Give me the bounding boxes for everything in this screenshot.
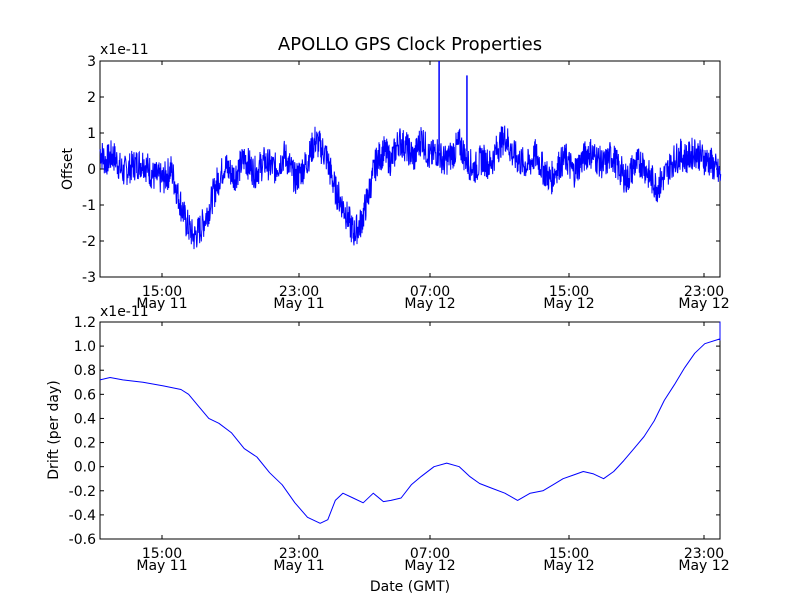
x-tick-date: May 11	[136, 558, 187, 574]
plot-frame-0	[99, 60, 721, 278]
x-tick-time: 15:00	[549, 284, 589, 300]
drift-scale-label: x1e-11	[100, 304, 149, 320]
x-tick-time: 23:00	[279, 546, 319, 562]
x-tick-date: May 12	[543, 558, 594, 574]
y-tick-label: 0.2	[74, 436, 96, 452]
x-tick-time: 23:00	[684, 284, 724, 300]
x-tick-date: May 12	[543, 296, 594, 312]
x-tick-time: 23:00	[279, 284, 319, 300]
offset-scale-label: x1e-11	[100, 42, 149, 58]
offset-series-line	[99, 125, 722, 250]
y-tick-label: 0.4	[74, 411, 96, 427]
chart-title: APOLLO GPS Clock Properties	[278, 34, 542, 55]
x-tick-time: 15:00	[142, 284, 182, 300]
y-tick-label: 0.0	[74, 460, 96, 476]
y-tick-label: 0.6	[74, 387, 96, 403]
y-tick-label: -0.6	[69, 532, 96, 548]
y-tick-label: 2	[87, 90, 96, 106]
x-tick-date: May 12	[678, 296, 729, 312]
y-tick-label: -3	[82, 270, 96, 286]
drift-y-axis-label: Drift (per day)	[46, 380, 62, 479]
y-tick-label: 0.8	[74, 363, 96, 379]
x-tick-date: May 12	[404, 558, 455, 574]
x-tick-date: May 11	[136, 296, 187, 312]
x-tick-date: May 12	[678, 558, 729, 574]
drift-series-line	[99, 321, 721, 524]
y-tick-label: -2	[82, 234, 96, 250]
x-tick-time: 15:00	[549, 546, 589, 562]
x-tick-time: 07:00	[410, 546, 450, 562]
x-tick-date: May 11	[273, 558, 324, 574]
x-tick-date: May 12	[404, 296, 455, 312]
y-tick-label: 1	[87, 126, 96, 142]
plot-frame-1	[99, 321, 721, 540]
drift-x-axis-label: Date (GMT)	[370, 579, 450, 595]
y-tick-label: -0.2	[69, 484, 96, 500]
y-tick-label: 1.0	[74, 339, 96, 355]
y-tick-label: -1	[82, 198, 96, 214]
offset-y-axis-label: Offset	[60, 147, 76, 190]
x-tick-time: 07:00	[410, 284, 450, 300]
y-tick-label: 0	[87, 162, 96, 178]
x-tick-date: May 11	[273, 296, 324, 312]
y-tick-label: 1.2	[74, 315, 96, 331]
y-tick-label: 3	[87, 54, 96, 70]
x-tick-time: 15:00	[142, 546, 182, 562]
y-tick-label: -0.4	[69, 508, 96, 524]
x-tick-time: 23:00	[684, 546, 724, 562]
